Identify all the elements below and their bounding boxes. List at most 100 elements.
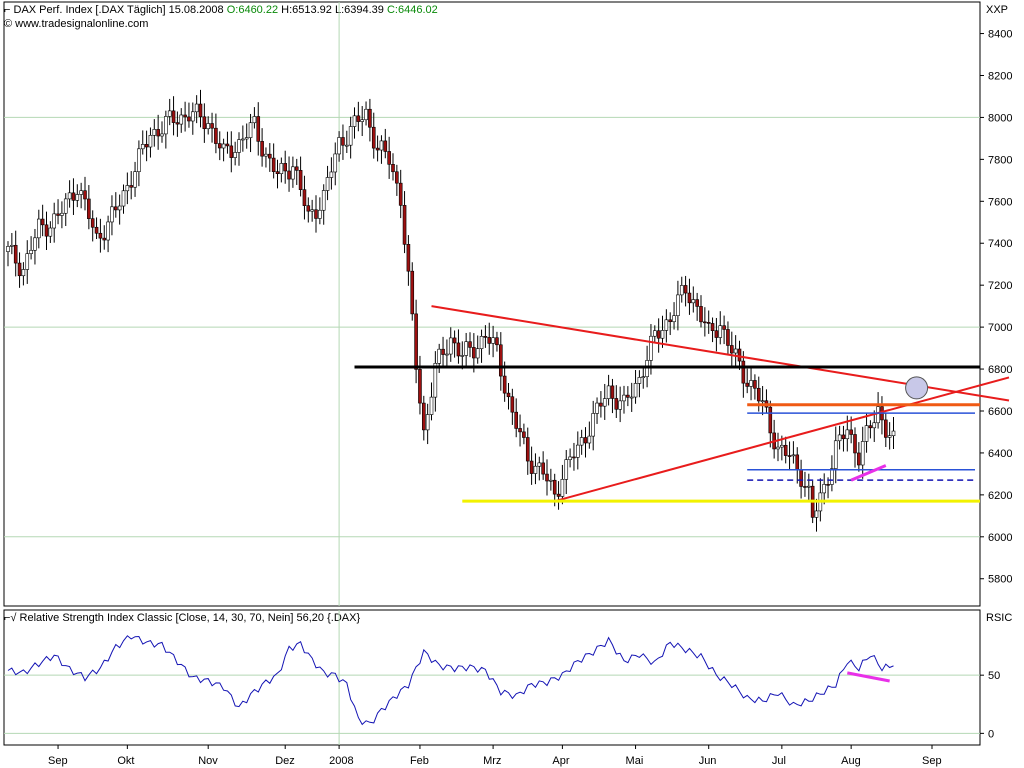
candle-body	[722, 325, 726, 330]
candle-body	[137, 148, 141, 172]
candle-body	[710, 323, 715, 331]
candle-body	[175, 122, 180, 125]
candle-body	[225, 143, 230, 147]
candle-body	[610, 385, 615, 399]
candle-body	[352, 115, 357, 127]
candle-body	[79, 190, 83, 195]
candle-body	[337, 137, 341, 155]
candle-body	[475, 348, 480, 359]
candle-body	[371, 126, 376, 149]
candle-body	[633, 383, 638, 398]
candle-body	[148, 135, 153, 148]
candle-body	[687, 292, 692, 304]
candle-body	[87, 198, 91, 219]
candle-body	[414, 313, 418, 370]
price-tick-label: 7000	[988, 322, 1012, 334]
candle-body	[683, 285, 688, 294]
candle-body	[52, 213, 57, 229]
candle-body	[156, 129, 160, 137]
x-tick-label: Mai	[626, 755, 644, 767]
candle-body	[325, 177, 330, 191]
candle-body	[583, 437, 588, 444]
candle-body	[229, 145, 234, 158]
candle-body	[483, 336, 488, 338]
candle-body	[795, 454, 800, 471]
candle-body	[552, 479, 557, 495]
candle-body	[402, 205, 407, 245]
candle-body	[749, 380, 753, 387]
candle-body	[502, 375, 507, 394]
candle-body	[672, 315, 676, 323]
candle-body	[679, 285, 684, 296]
candle-body	[260, 141, 264, 157]
candle-body	[291, 166, 295, 180]
candle-body	[660, 330, 665, 339]
x-tick-label: Feb	[410, 755, 429, 767]
candle-body	[10, 244, 14, 247]
x-tick-label: Nov	[198, 755, 218, 767]
candle-body	[398, 182, 403, 206]
candle-body	[283, 163, 288, 172]
candle-body	[221, 143, 226, 149]
rsi-symbol: {.DAX}	[327, 612, 361, 624]
candle-body	[814, 510, 819, 518]
candle-body	[860, 441, 865, 466]
candle-body	[271, 157, 276, 172]
candle-body	[310, 209, 314, 212]
candle-body	[549, 479, 553, 482]
candle-body	[637, 377, 642, 384]
candle-body	[591, 413, 596, 437]
candle-body	[368, 108, 372, 128]
candle-body	[464, 341, 468, 356]
price-tick-label: 8200	[988, 70, 1012, 82]
candle-body	[341, 137, 345, 146]
candle-body	[668, 319, 673, 323]
candle-body	[60, 212, 64, 216]
candle-body	[306, 205, 311, 212]
candle-body	[191, 111, 195, 122]
candle-body	[252, 116, 257, 124]
candle-body	[853, 434, 857, 454]
candle-body	[876, 406, 880, 424]
candle-body	[479, 336, 484, 349]
candle-body	[837, 434, 842, 442]
price-tick-label: 7400	[988, 238, 1012, 250]
candle-body	[187, 116, 191, 122]
candle-body	[206, 123, 210, 130]
candle-body	[275, 171, 280, 174]
candle-body	[606, 385, 611, 399]
candle-body	[572, 456, 576, 459]
candle-body	[383, 140, 388, 152]
price-tick-label: 7800	[988, 154, 1012, 166]
candle-body	[71, 192, 76, 201]
candle-body	[67, 192, 72, 200]
candle-body	[618, 400, 622, 410]
candle-body	[56, 213, 60, 216]
candle-body	[6, 246, 10, 252]
candle-body	[171, 110, 176, 123]
candle-body	[676, 294, 680, 316]
close-value: C:6446.02	[386, 4, 438, 16]
candle-body	[167, 110, 172, 117]
candle-body	[887, 435, 892, 438]
candle-body	[545, 473, 549, 482]
candle-body	[395, 171, 399, 184]
candle-body	[433, 363, 438, 398]
candle-body	[360, 119, 365, 122]
candle-body	[425, 414, 430, 431]
chart-title: DAX Perf. Index [.DAX Täglich]	[13, 4, 166, 16]
candle-body	[144, 144, 149, 148]
candle-body	[799, 469, 803, 487]
candle-body	[117, 205, 122, 211]
candle-body	[533, 465, 538, 474]
candle-body	[298, 170, 303, 190]
x-tick-label: Dez	[275, 755, 295, 767]
price-tick-label: 7200	[988, 280, 1012, 292]
candle-body	[114, 206, 118, 211]
candle-body	[560, 479, 565, 497]
candle-body	[699, 306, 703, 323]
candle-body	[429, 396, 434, 415]
candle-body	[294, 166, 299, 171]
candle-body	[318, 209, 322, 219]
candle-body	[217, 143, 222, 149]
